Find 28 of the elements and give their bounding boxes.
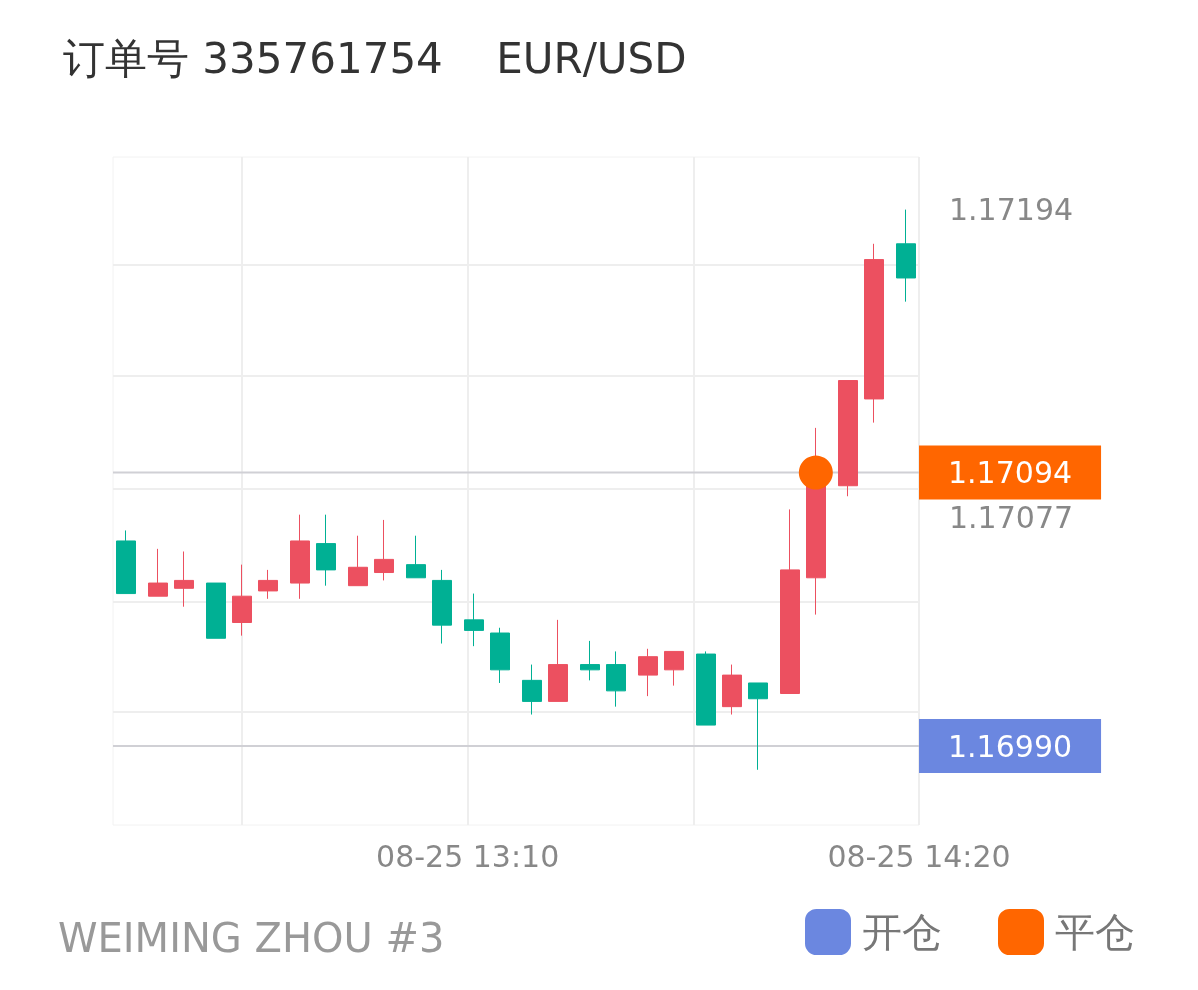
y-tick-label: 1.17077 [949, 499, 1074, 535]
y-tick-label: 1.17194 [949, 192, 1074, 228]
candlestick [464, 593, 484, 647]
candlestick [522, 664, 542, 716]
x-tick-label: 08-25 14:20 [827, 838, 1011, 874]
candlestick [722, 664, 742, 716]
candlestick [116, 529, 136, 595]
candlestick [780, 508, 800, 694]
ref-line-label: 1.16990 [948, 728, 1073, 764]
candlestick [232, 564, 252, 637]
x-tick-label: 08-25 13:10 [376, 838, 560, 874]
candlestick [548, 619, 568, 702]
candlestick [838, 380, 858, 497]
text: WEIMING ZHOU #3 [58, 915, 445, 961]
candlestick [490, 627, 510, 684]
candlestick [174, 550, 194, 608]
candlestick [664, 650, 684, 687]
legend-label: 开仓 [862, 909, 942, 955]
chart-title: 订单号 335761754 EUR/USD [63, 33, 687, 83]
candlestick [580, 640, 600, 681]
candlestick [896, 209, 916, 303]
candlestick [406, 535, 426, 579]
legend-label: 平仓 [1055, 909, 1135, 955]
candlestick [290, 514, 310, 600]
candlestick [432, 569, 452, 645]
candlestick [348, 535, 368, 587]
ref-line-label: 1.17094 [948, 455, 1073, 491]
candlestick [606, 650, 626, 708]
